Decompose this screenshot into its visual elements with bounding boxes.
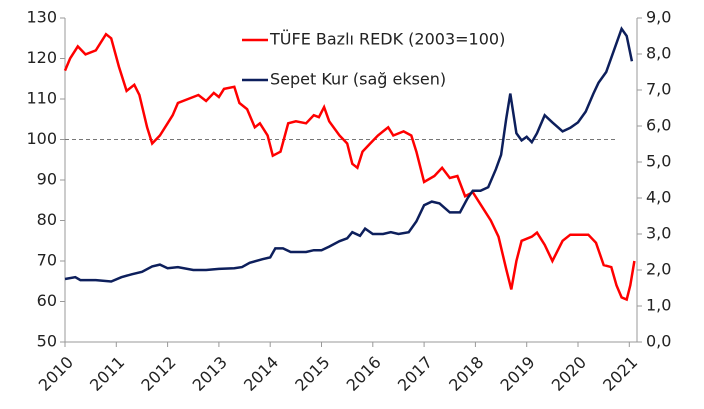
x-tick-label: 2014	[240, 353, 282, 395]
x-tick-label: 2011	[86, 353, 128, 395]
x-tick-label: 2020	[548, 353, 590, 395]
y2-tick-label: 6,0	[646, 116, 671, 135]
y2-tick-label: 2,0	[646, 260, 671, 279]
x-tick-label: 2017	[394, 353, 436, 395]
x-tick-label: 2021	[599, 353, 641, 395]
y-tick-label: 70	[37, 251, 57, 270]
y2-tick-label: 5,0	[646, 152, 671, 171]
y2-tick-label: 8,0	[646, 44, 671, 63]
y2-tick-label: 0,0	[646, 332, 671, 351]
x-tick-label: 2015	[291, 353, 333, 395]
legend-label: Sepet Kur (sağ eksen)	[270, 70, 446, 89]
y-tick-label: 80	[37, 210, 57, 229]
x-tick-label: 2010	[35, 353, 77, 395]
y-tick-label: 120	[26, 48, 57, 67]
series-line	[64, 26, 634, 283]
x-tick-label: 2013	[189, 353, 231, 395]
x-tick-label: 2018	[445, 353, 487, 395]
legend-label: TÜFE Bazlı REDK (2003=100)	[269, 30, 505, 49]
y2-tick-label: 1,0	[646, 296, 671, 315]
x-tick-label: 2019	[496, 353, 538, 395]
y-tick-label: 90	[37, 170, 57, 189]
y-tick-label: 60	[37, 291, 57, 310]
y-tick-label: 50	[37, 332, 57, 351]
y2-tick-label: 3,0	[646, 224, 671, 243]
series-line	[63, 32, 636, 302]
y2-tick-label: 7,0	[646, 80, 671, 99]
x-tick-label: 2016	[343, 353, 385, 395]
y-tick-label: 130	[26, 8, 57, 27]
y-tick-label: 110	[26, 89, 57, 108]
y-tick-label: 100	[26, 129, 57, 148]
x-tick-label: 2012	[137, 353, 179, 395]
y2-tick-label: 9,0	[646, 8, 671, 27]
y2-tick-label: 4,0	[646, 188, 671, 207]
